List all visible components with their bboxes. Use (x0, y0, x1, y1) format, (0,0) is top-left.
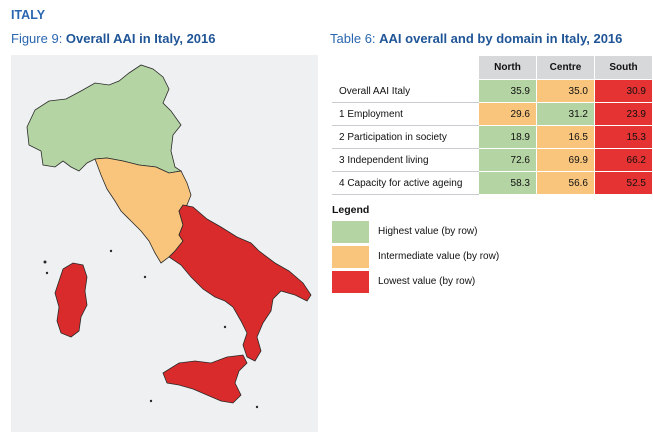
row-label: 1 Employment (332, 102, 479, 126)
cell-north: 18.9 (478, 125, 537, 149)
map-island (143, 275, 147, 279)
row-label: 2 Participation in society (332, 125, 479, 149)
table-caption: Table 6: AAI overall and by domain in It… (330, 31, 622, 46)
cell-south: 15.3 (594, 125, 653, 149)
cell-south: 23.9 (594, 102, 653, 126)
legend-item-lowest: Lowest value (by row) (332, 271, 632, 293)
legend-label: Highest value (by row) (378, 226, 478, 237)
legend-label: Lowest value (by row) (378, 276, 476, 287)
map-island (149, 399, 153, 403)
cell-south: 66.2 (594, 148, 653, 172)
column-header-north: North (478, 55, 537, 80)
legend-swatch-intermediate (332, 246, 369, 268)
figure-caption: Figure 9: Overall AAI in Italy, 2016 (11, 31, 216, 46)
table-header-row: North Centre South (332, 55, 653, 80)
cell-centre: 69.9 (536, 148, 595, 172)
row-label: 3 Independent living (332, 148, 479, 172)
cell-centre: 16.5 (536, 125, 595, 149)
map-region-sardinia (54, 262, 88, 338)
column-header-south: South (594, 55, 653, 80)
table-row: 3 Independent living 72.6 69.9 66.2 (332, 148, 653, 172)
map-region-north (26, 64, 183, 174)
figure-title: Overall AAI in Italy, 2016 (65, 31, 216, 46)
cell-centre: 56.6 (536, 171, 595, 195)
cell-centre: 35.0 (536, 79, 595, 103)
map-region-sicily (162, 354, 248, 404)
table-row: 2 Participation in society 18.9 16.5 15.… (332, 125, 653, 149)
cell-north: 35.9 (478, 79, 537, 103)
row-label: 4 Capacity for active ageing (332, 171, 479, 195)
legend-swatch-highest (332, 221, 369, 243)
legend-item-intermediate: Intermediate value (by row) (332, 246, 632, 268)
legend-item-highest: Highest value (by row) (332, 221, 632, 243)
map-island (223, 325, 227, 329)
table-row: Overall AAI Italy 35.9 35.0 30.9 (332, 79, 653, 103)
cell-south: 52.5 (594, 171, 653, 195)
row-label: Overall AAI Italy (332, 79, 479, 103)
table-prefix: Table 6: (330, 31, 380, 46)
table-row: 4 Capacity for active ageing 58.3 56.6 5… (332, 171, 653, 195)
cell-south: 30.9 (594, 79, 653, 103)
aai-table: North Centre South Overall AAI Italy 35.… (332, 55, 653, 195)
map-island (255, 405, 259, 409)
legend-label: Intermediate value (by row) (378, 251, 500, 262)
table-row: 1 Employment 29.6 31.2 23.9 (332, 102, 653, 126)
legend-swatch-lowest (332, 271, 369, 293)
table-corner (332, 55, 479, 80)
section-title: ITALY (11, 8, 46, 22)
map-region-south (168, 204, 312, 362)
cell-north: 72.6 (478, 148, 537, 172)
map-island (43, 260, 47, 264)
map-island (109, 249, 113, 253)
figure-prefix: Figure 9: (11, 31, 66, 46)
legend-title: Legend (332, 204, 370, 216)
cell-north: 29.6 (478, 102, 537, 126)
cell-north: 58.3 (478, 171, 537, 195)
column-header-centre: Centre (536, 55, 595, 80)
table-title: AAI overall and by domain in Italy, 2016 (379, 31, 623, 46)
map-region-centre (94, 157, 192, 264)
map-island (45, 271, 49, 275)
italy-map-svg (26, 64, 312, 409)
italy-map (11, 55, 318, 432)
cell-centre: 31.2 (536, 102, 595, 126)
